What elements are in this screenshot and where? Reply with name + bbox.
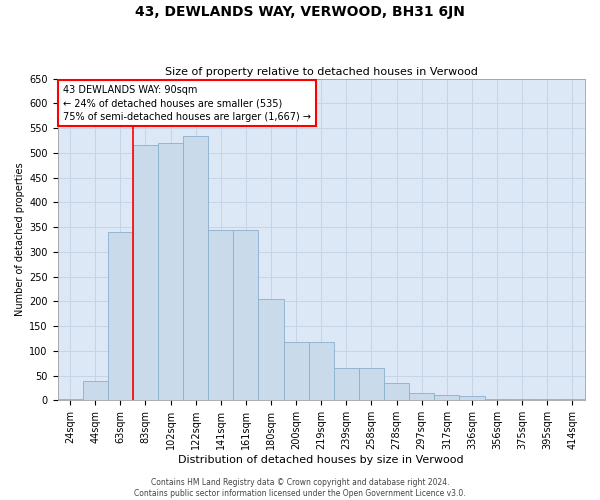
Bar [384, 383, 409, 400]
Text: Contains HM Land Registry data © Crown copyright and database right 2024.
Contai: Contains HM Land Registry data © Crown c… [134, 478, 466, 498]
Text: 43 DEWLANDS WAY: 90sqm
← 24% of detached houses are smaller (535)
75% of semi-de: 43 DEWLANDS WAY: 90sqm ← 24% of detached… [63, 85, 311, 122]
Bar [308, 342, 334, 400]
Bar [434, 396, 460, 400]
Bar [108, 232, 133, 400]
X-axis label: Distribution of detached houses by size in Verwood: Distribution of detached houses by size … [178, 455, 464, 465]
Y-axis label: Number of detached properties: Number of detached properties [15, 162, 25, 316]
Bar [535, 399, 560, 400]
Bar [133, 146, 158, 400]
Bar [58, 399, 83, 400]
Bar [359, 368, 384, 400]
Bar [183, 136, 208, 400]
Bar [259, 299, 284, 400]
Bar [158, 143, 183, 401]
Title: Size of property relative to detached houses in Verwood: Size of property relative to detached ho… [165, 66, 478, 76]
Bar [485, 399, 509, 400]
Bar [334, 368, 359, 400]
Bar [560, 399, 585, 400]
Bar [460, 396, 485, 400]
Bar [233, 230, 259, 400]
Bar [509, 399, 535, 400]
Text: 43, DEWLANDS WAY, VERWOOD, BH31 6JN: 43, DEWLANDS WAY, VERWOOD, BH31 6JN [135, 5, 465, 19]
Bar [409, 393, 434, 400]
Bar [284, 342, 308, 400]
Bar [83, 380, 108, 400]
Bar [208, 230, 233, 400]
